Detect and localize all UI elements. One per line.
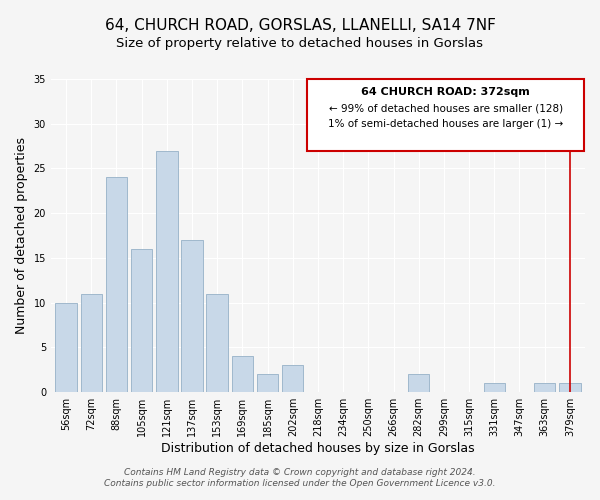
Text: Contains HM Land Registry data © Crown copyright and database right 2024.
Contai: Contains HM Land Registry data © Crown c…	[104, 468, 496, 487]
FancyBboxPatch shape	[307, 79, 584, 150]
Bar	[55, 302, 77, 392]
Bar	[408, 374, 430, 392]
Text: 1% of semi-detached houses are larger (1) →: 1% of semi-detached houses are larger (1…	[328, 120, 563, 130]
Text: ← 99% of detached houses are smaller (128): ← 99% of detached houses are smaller (12…	[329, 103, 563, 113]
Bar	[232, 356, 253, 392]
Y-axis label: Number of detached properties: Number of detached properties	[15, 137, 28, 334]
Text: Size of property relative to detached houses in Gorslas: Size of property relative to detached ho…	[116, 38, 484, 51]
Bar	[80, 294, 102, 392]
Bar	[282, 366, 304, 392]
Bar	[131, 249, 152, 392]
Bar	[156, 150, 178, 392]
Bar	[106, 178, 127, 392]
Bar	[206, 294, 228, 392]
X-axis label: Distribution of detached houses by size in Gorslas: Distribution of detached houses by size …	[161, 442, 475, 455]
Bar	[257, 374, 278, 392]
Text: 64 CHURCH ROAD: 372sqm: 64 CHURCH ROAD: 372sqm	[361, 87, 530, 97]
Text: 64, CHURCH ROAD, GORSLAS, LLANELLI, SA14 7NF: 64, CHURCH ROAD, GORSLAS, LLANELLI, SA14…	[104, 18, 496, 32]
Bar	[559, 384, 581, 392]
Bar	[484, 384, 505, 392]
Bar	[534, 384, 556, 392]
Bar	[181, 240, 203, 392]
